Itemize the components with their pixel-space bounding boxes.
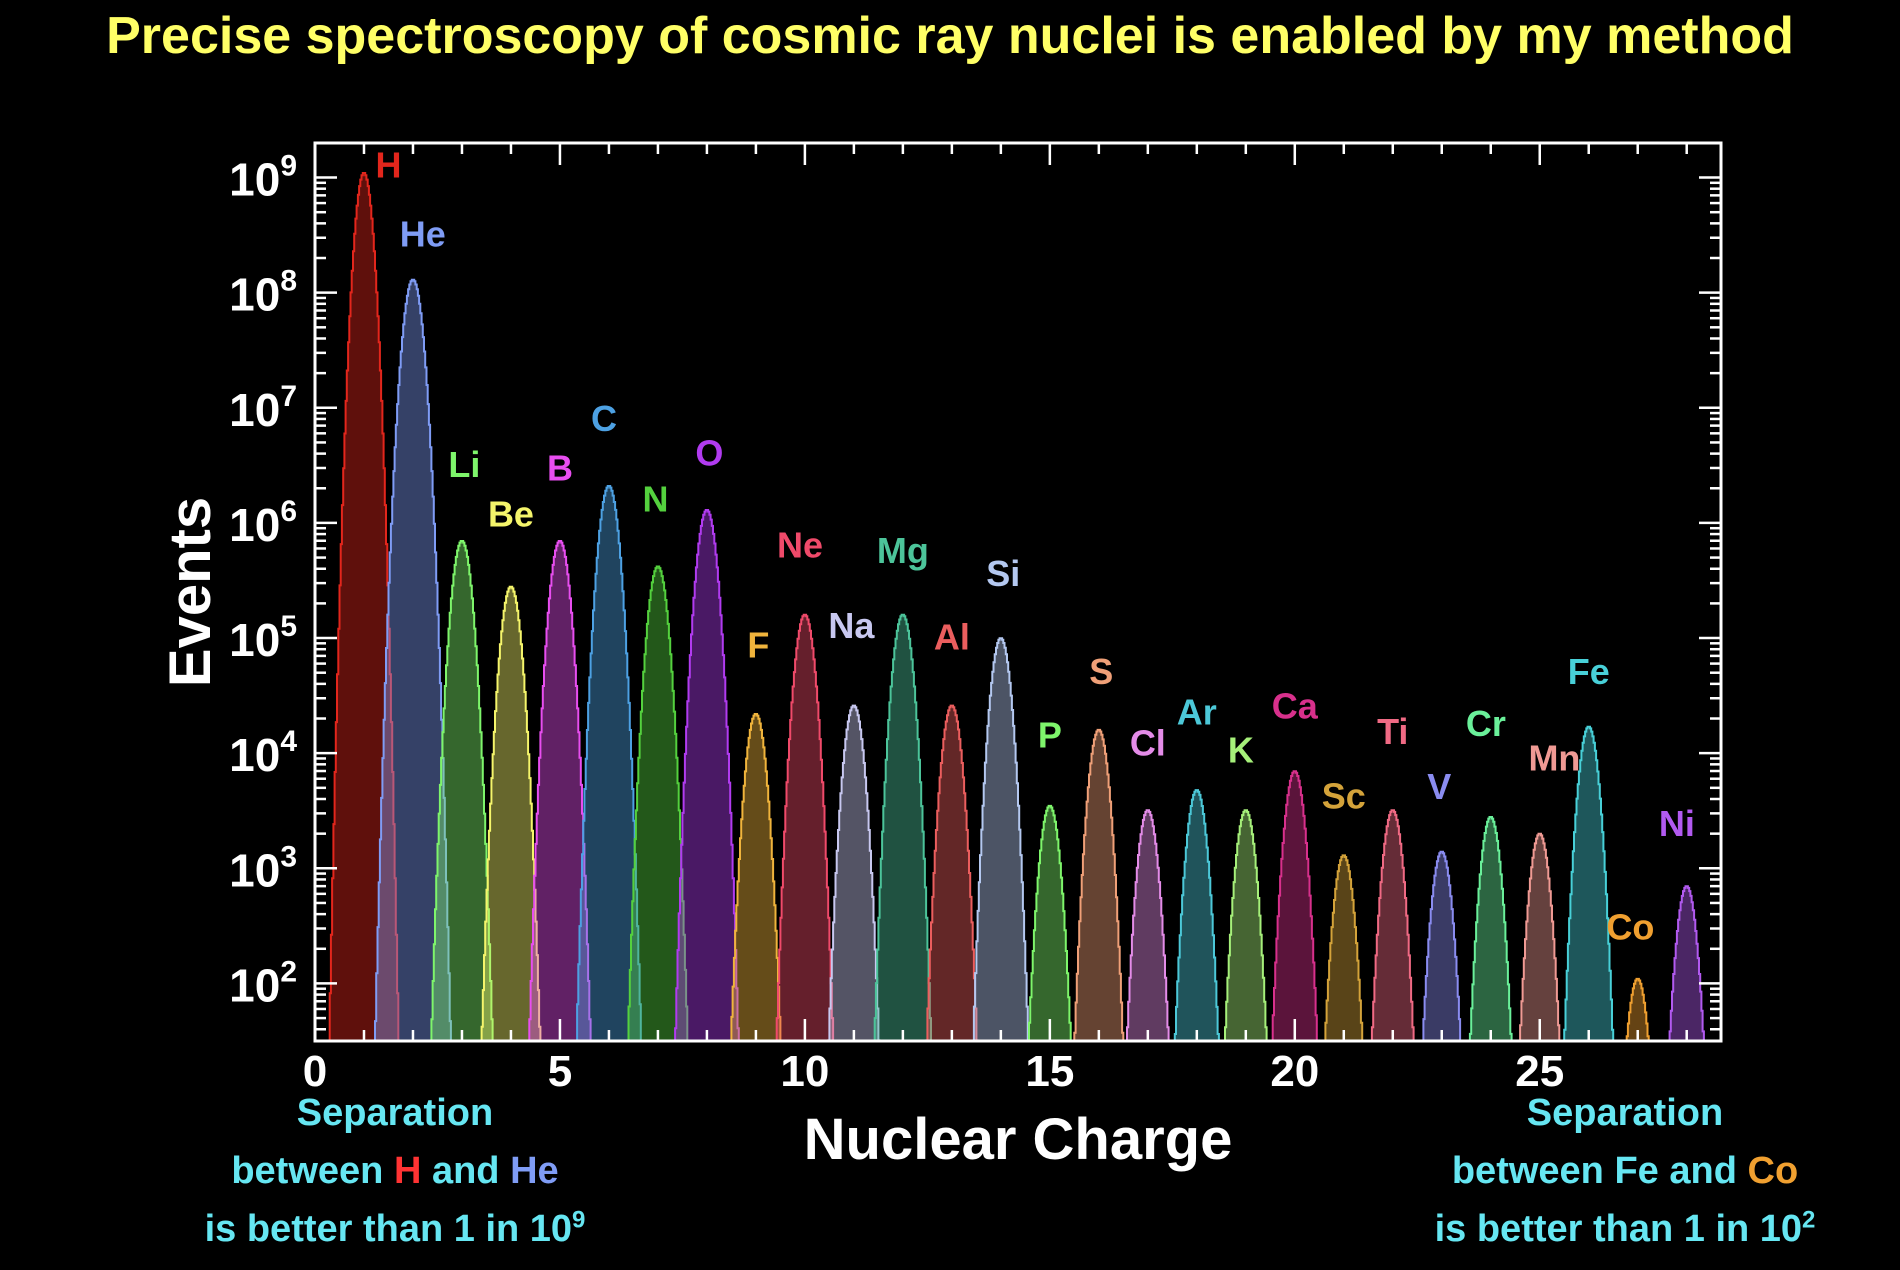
note-left-el2: He [510, 1150, 559, 1192]
x-tick-label: 10 [780, 1047, 829, 1096]
peak-Na [827, 704, 881, 1041]
peak-O [674, 509, 740, 1041]
element-label-C: C [591, 398, 617, 439]
axes-layer: 102 103 104 105 106 107 108 109 0 5 10 15 20 25 Nuclea… [158, 141, 1723, 1172]
peak-Ti [1370, 809, 1415, 1041]
peak-Mg [873, 613, 932, 1041]
y-tick-label: 106 [229, 495, 297, 551]
element-label-Co: Co [1606, 907, 1654, 948]
y-tick-label: 105 [229, 610, 297, 666]
peak-Li [430, 540, 494, 1041]
element-label-Ar: Ar [1177, 691, 1217, 732]
element-label-S: S [1089, 651, 1113, 692]
x-tick-label: 5 [548, 1047, 572, 1096]
peak-C [576, 485, 642, 1041]
note-right-el1: Fe [1614, 1150, 1659, 1192]
peak-N [627, 565, 689, 1041]
note-left-line1: Separation [296, 1092, 494, 1134]
peak-Al [925, 704, 979, 1041]
note-right-line1: Separation [1526, 1092, 1724, 1134]
note-left-line2: between H and He [231, 1150, 559, 1192]
peak-Fe [1563, 725, 1615, 1041]
y-tick-label: 107 [229, 380, 297, 436]
peaks-layer [328, 172, 1705, 1041]
note-left-el1: H [393, 1150, 422, 1192]
element-label-N: N [642, 478, 668, 519]
element-label-P: P [1038, 714, 1062, 755]
x-tick-label: 15 [1025, 1047, 1074, 1096]
element-label-O: O [695, 432, 723, 473]
peak-Cl [1126, 809, 1170, 1041]
peak-Be [480, 585, 542, 1041]
y-axis-label: Events [158, 497, 223, 687]
y-tick-label: 102 [229, 955, 297, 1011]
y-tick-label: 103 [229, 840, 297, 896]
peak-Si [971, 637, 1030, 1041]
element-label-B: B [547, 447, 573, 488]
element-label-F: F [747, 625, 769, 666]
element-label-Ne: Ne [777, 524, 823, 565]
peak-P [1028, 804, 1072, 1041]
element-label-Ca: Ca [1272, 686, 1319, 727]
element-label-H: H [375, 145, 401, 186]
peak-V [1422, 850, 1462, 1041]
element-label-Al: Al [934, 617, 970, 658]
element-label-Si: Si [986, 553, 1020, 594]
x-tick-label: 20 [1270, 1047, 1319, 1096]
note-right-line3: is better than 1 in 102 [1434, 1206, 1816, 1250]
element-label-Fe: Fe [1568, 651, 1610, 692]
y-tick-label: 104 [229, 725, 297, 781]
peak-Sc [1324, 854, 1364, 1041]
peak-Mn [1519, 832, 1561, 1041]
note-left-line3: is better than 1 in 109 [204, 1206, 586, 1250]
peak-Co [1625, 977, 1650, 1041]
x-axis-label: Nuclear Charge [804, 1107, 1233, 1172]
element-label-Cl: Cl [1130, 722, 1166, 763]
element-label-Sc: Sc [1322, 775, 1366, 816]
element-label-K: K [1228, 729, 1254, 770]
element-label-Be: Be [488, 493, 534, 534]
element-label-Cr: Cr [1466, 703, 1506, 744]
peak-He [374, 278, 452, 1041]
element-label-V: V [1427, 766, 1451, 807]
plot-frame [313, 141, 1723, 1043]
peak-Cr [1468, 816, 1513, 1041]
y-tick-label: 108 [229, 265, 297, 321]
peak-Ca [1271, 770, 1318, 1041]
note-right-line2: between Fe and Co [1451, 1150, 1799, 1192]
peak-Ar [1173, 789, 1220, 1041]
peak-F [730, 713, 782, 1041]
x-tick-label: 25 [1515, 1047, 1564, 1096]
element-label-Ti: Ti [1377, 711, 1408, 752]
y-tick-label: 109 [229, 150, 297, 206]
element-label-Na: Na [828, 605, 875, 646]
element-label-Ni: Ni [1659, 803, 1695, 844]
page-title: Precise spectroscopy of cosmic ray nucle… [106, 7, 1794, 65]
element-label-He: He [400, 214, 446, 255]
peak-Ne [775, 613, 835, 1041]
peak-Ni [1668, 885, 1705, 1041]
peak-S [1073, 728, 1125, 1041]
element-label-Li: Li [448, 444, 480, 485]
peak-K [1224, 809, 1268, 1041]
element-label-Mg: Mg [877, 530, 929, 571]
note-right-el2: Co [1747, 1150, 1799, 1192]
note-right: Separation between Fe and Co is better t… [1380, 1084, 1870, 1258]
x-tick-label: 0 [303, 1047, 327, 1096]
element-label-Mn: Mn [1528, 737, 1580, 778]
note-left: Separation between H and He is better th… [145, 1084, 645, 1258]
peak-B [528, 540, 592, 1041]
